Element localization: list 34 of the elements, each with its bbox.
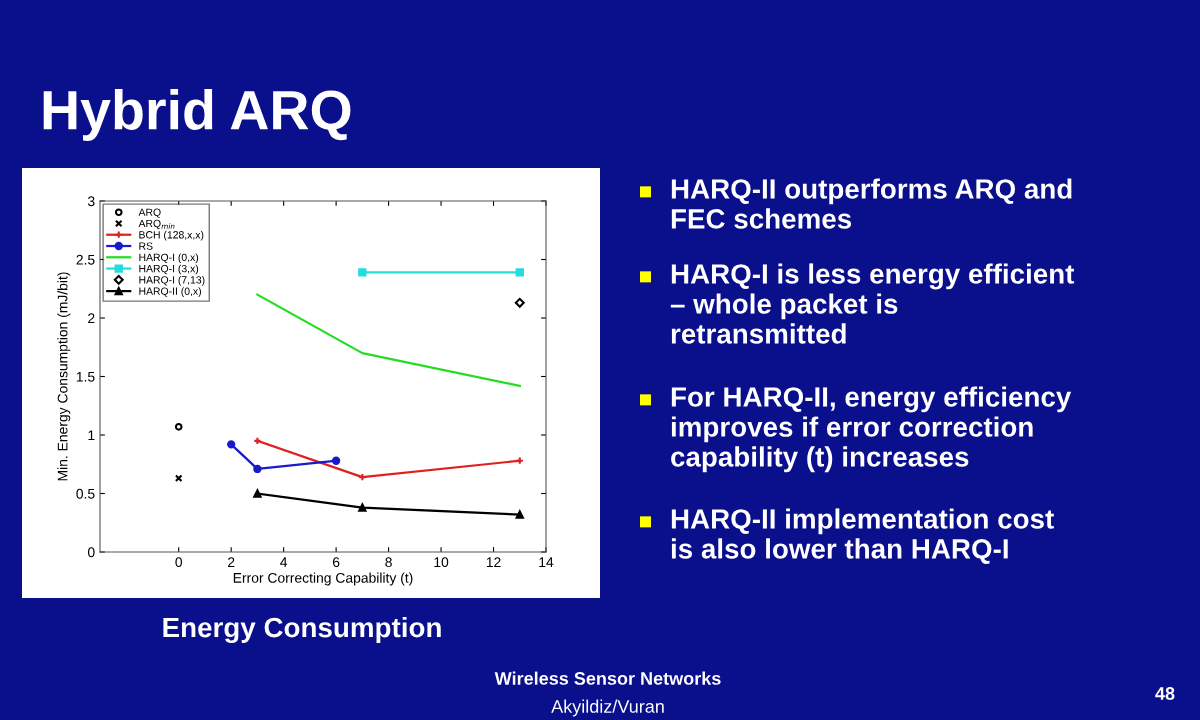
x-tick-label: 6: [332, 557, 340, 568]
y-tick-label: 1: [88, 430, 95, 441]
y-tick-label: 3: [87, 196, 95, 207]
x-tick-label: 14: [539, 557, 554, 567]
legend-label: RS: [139, 242, 153, 250]
text: HARQ-II implementation cost is also lower than HARQ-I: [671, 508, 1054, 564]
x-tick-label: 0: [175, 557, 183, 568]
text: Akyildiz/Vuran: [551, 699, 664, 717]
text: HARQ-II outperforms ARQ and FEC schemes: [671, 178, 1072, 229]
legend-label: HARQ-II (0,x): [139, 287, 201, 297]
legend-label: BCH (128,x,x): [139, 230, 204, 241]
text: Energy Consumption: [163, 616, 441, 644]
chart-title: Hybrid ARQ: [43, 89, 351, 141]
x-tick-label: 2: [228, 557, 235, 567]
text: Wireless Sensor Networks: [494, 671, 721, 685]
x-tick-label: 12: [486, 557, 501, 567]
legend-label: ARQ: [138, 208, 161, 218]
legend-label: HARQ-I (7,13): [139, 275, 205, 286]
text: HARQ-I is less energy efficient – whole packet is retransmitted: [670, 263, 1075, 344]
y-tick-label: 2.5: [76, 254, 95, 265]
legend-label: HARQ-I (0,x): [139, 253, 199, 264]
y-tick-label: 0.5: [76, 488, 95, 499]
text: 48: [1155, 687, 1175, 700]
text: For HARQ-II, energy efficiency improves if error correction capability (t) increases: [671, 386, 1072, 473]
y-tick-label: 1.5: [76, 371, 95, 382]
y-tick-label: 2: [88, 313, 95, 324]
y-tick-label: 0: [87, 547, 95, 558]
x-tick-label: 8: [385, 557, 392, 568]
legend-label: ARQ$_{min}$: [138, 219, 175, 230]
legend-label: HARQ-I (3,x): [139, 264, 199, 275]
x-tick-label: 10: [434, 557, 449, 568]
x-axis-title: Error Correcting Capability (t): [233, 572, 413, 586]
y-axis-title: Min. Energy Consumption (mJ/bit): [57, 272, 71, 481]
x-tick-label: 4: [280, 557, 288, 567]
